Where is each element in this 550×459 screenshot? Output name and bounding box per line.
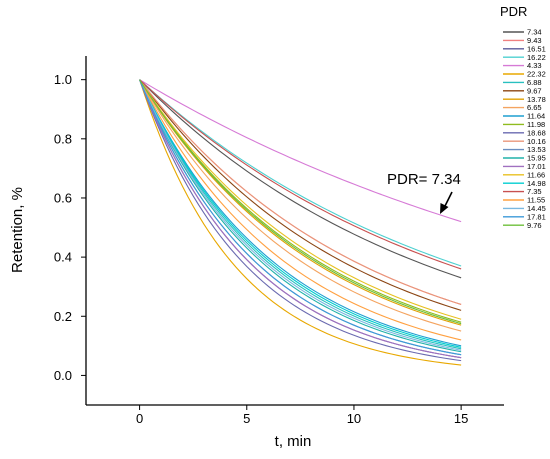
annotation-label: PDR= 7.34 [387,171,461,188]
series-line [139,79,462,320]
series-line [139,79,462,323]
legend-label: 6.65 [527,103,542,112]
legend-label: 22.32 [527,70,546,79]
legend-label: 9.67 [527,86,542,95]
series-line [139,79,462,305]
legend-label: 14.98 [527,179,546,188]
legend-label: 18.68 [527,128,546,137]
series-line [139,79,462,348]
series-line [139,79,462,353]
series-line [139,79,462,350]
x-tick-label: 0 [136,411,143,426]
series-line [139,79,462,270]
series-line [139,79,462,305]
x-axis-title: t, min [275,433,312,450]
legend-title: PDR [500,4,527,19]
series-lines [139,79,462,366]
y-ticks: 0.0 0.2 0.4 0.6 0.8 1.0 [54,72,86,383]
annotation-arrowhead-icon [440,203,449,214]
series-line [139,79,462,223]
y-tick-label: 0.8 [54,131,72,146]
legend-label: 6.88 [527,78,542,87]
legend-label: 14.45 [527,204,546,213]
series-line [139,79,462,341]
x-ticks: 0 5 10 15 [136,405,468,426]
legend-label: 7.34 [527,28,542,37]
legend-label: 11.98 [527,120,545,129]
x-tick-label: 10 [347,411,361,426]
series-line [139,79,462,366]
axes [85,56,504,406]
y-tick-label: 0.2 [54,309,72,324]
x-tick-label: 15 [454,411,468,426]
series-line [139,79,462,359]
x-tick-label: 5 [243,411,250,426]
series-line [139,79,462,351]
series-line [139,79,462,362]
series-line [139,79,462,332]
legend-label: 9.76 [527,221,542,230]
legend-label: 16.51 [527,44,546,53]
series-line [139,79,462,326]
annotation: PDR= 7.34 [387,171,461,214]
legend-label: 17.81 [527,212,546,221]
annotation-arrow-shaft [443,191,453,209]
legend-label: 16.22 [527,53,546,62]
y-tick-label: 1.0 [54,72,72,87]
y-tick-label: 0.0 [54,368,72,383]
legend: PDR 7.349.4316.5116.224.3322.326.889.671… [500,4,546,230]
series-line [139,79,462,279]
series-line [139,79,462,356]
y-tick-label: 0.6 [54,190,72,205]
y-axis-title: Retention, % [9,187,26,273]
y-tick-label: 0.4 [54,250,72,265]
legend-label: 4.33 [527,61,542,70]
series-line [139,79,462,325]
legend-label: 17.01 [527,162,546,171]
series-line [139,79,462,347]
legend-label: 13.78 [527,95,546,104]
series-line [139,79,462,267]
legend-label: 10.16 [527,137,546,146]
legend-label: 11.55 [527,196,545,205]
legend-label: 15.95 [527,154,546,163]
series-line [139,79,462,311]
legend-label: 7.35 [527,187,542,196]
legend-label: 11.66 [527,170,545,179]
legend-label: 13.53 [527,145,546,154]
legend-label: 9.43 [527,36,542,45]
legend-label: 11.64 [527,112,545,121]
